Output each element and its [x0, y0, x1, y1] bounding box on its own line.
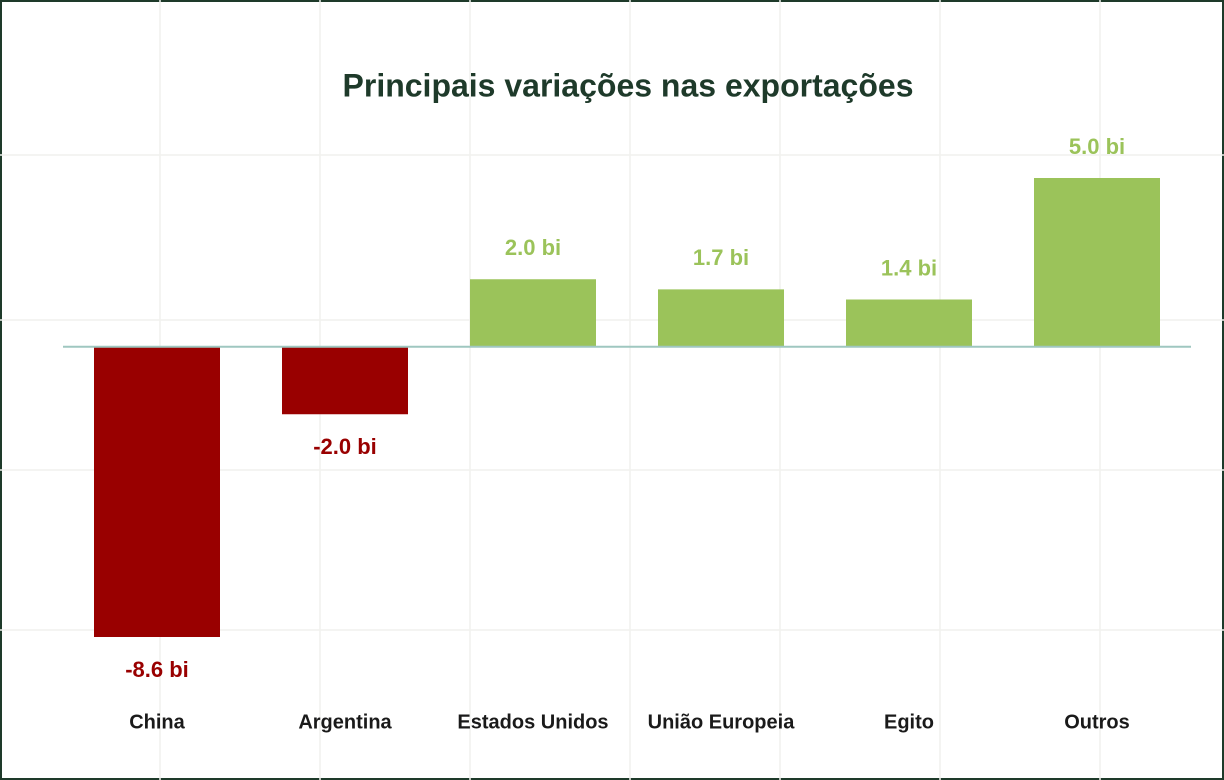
value-label: 5.0 bi — [1069, 134, 1125, 159]
chart-title: Principais variações nas exportações — [343, 67, 914, 103]
value-label: 1.7 bi — [693, 245, 749, 270]
bar — [846, 299, 972, 347]
bar — [658, 289, 784, 347]
value-label: 2.0 bi — [505, 235, 561, 260]
bar — [1034, 178, 1160, 347]
x-tick-label: Outros — [1064, 711, 1130, 733]
value-label: -8.6 bi — [125, 657, 189, 682]
x-tick-label: Argentina — [298, 711, 392, 733]
x-tick-label: Estados Unidos — [457, 711, 608, 733]
bar — [94, 346, 220, 637]
x-tick-label: China — [129, 711, 185, 733]
x-tick-label: União Europeia — [648, 711, 796, 733]
bar — [470, 279, 596, 347]
bar — [282, 346, 408, 415]
value-label: -2.0 bi — [313, 434, 377, 459]
value-label: 1.4 bi — [881, 255, 937, 280]
x-tick-label: Egito — [884, 711, 934, 733]
